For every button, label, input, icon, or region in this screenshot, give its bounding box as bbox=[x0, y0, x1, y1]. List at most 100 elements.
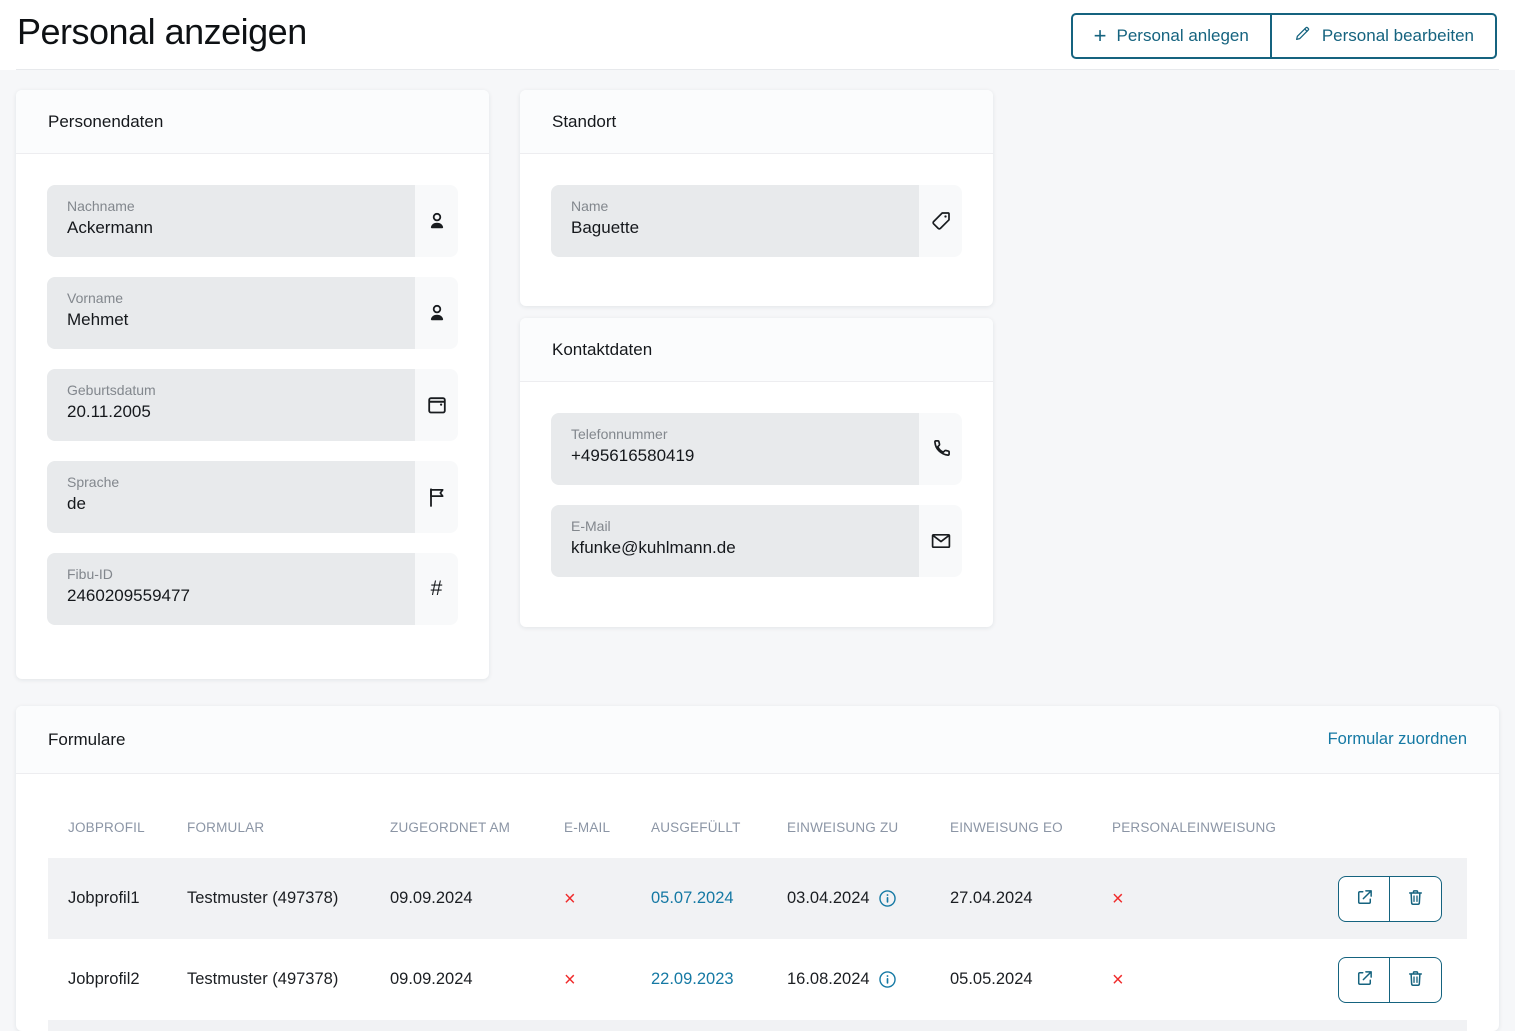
formulare-table-body: Jobprofil1 Testmuster (497378) 09.09.202… bbox=[16, 858, 1499, 1020]
cell-einweisung-zu: 16.08.2024 bbox=[767, 969, 930, 990]
cell-einweisung-zu: 03.04.2024 bbox=[767, 888, 930, 909]
tag-icon bbox=[919, 185, 962, 257]
cell-formular: Testmuster (497378) bbox=[187, 970, 339, 988]
field-fibu-id: Fibu-ID 2460209559477 # bbox=[47, 553, 458, 625]
standort-card-title: Standort bbox=[552, 111, 617, 131]
cell-actions bbox=[1315, 875, 1467, 922]
field-value: kfunke@kuhlmann.de bbox=[571, 538, 736, 557]
field-value: de bbox=[67, 494, 86, 513]
info-icon[interactable] bbox=[877, 888, 898, 909]
table-row: Jobprofil2 Testmuster (497378) 09.09.202… bbox=[48, 939, 1467, 1020]
field-value: 2460209559477 bbox=[67, 586, 190, 605]
field-label: Name bbox=[571, 198, 609, 214]
cell-ausgefuellt: 22.09.2023 bbox=[631, 970, 767, 989]
cell-ausgefuellt: 05.07.2024 bbox=[631, 889, 767, 908]
field-label: Fibu-ID bbox=[67, 566, 113, 582]
field-label: Vorname bbox=[67, 290, 124, 306]
topbar: Personal anzeigen + Personal anlegen Per… bbox=[0, 0, 1515, 70]
field-text: Vorname Mehmet bbox=[47, 277, 415, 349]
formular-zuordnen-link[interactable]: Formular zuordnen bbox=[1327, 730, 1467, 748]
ausgefuellt-date-link[interactable]: 22.09.2023 bbox=[651, 970, 734, 988]
field-label: Sprache bbox=[67, 474, 120, 490]
page-title: Personal anzeigen bbox=[17, 11, 307, 52]
field-value: Ackermann bbox=[67, 218, 153, 237]
column-header-zugeordnet-am: ZUGEORDNET AM bbox=[390, 820, 511, 835]
formulare-card-title: Formulare bbox=[48, 729, 126, 749]
cell-email-status: × bbox=[544, 970, 631, 990]
create-personal-button[interactable]: + Personal anlegen bbox=[1070, 13, 1272, 59]
column-header-ausgef-llt: AUSGEFÜLLT bbox=[651, 820, 741, 835]
field-text: Name Baguette bbox=[551, 185, 919, 257]
plus-icon: + bbox=[1093, 23, 1107, 48]
field-value: +495616580419 bbox=[571, 446, 695, 465]
personendaten-card: Personendaten Nachname Ackermann Vorname… bbox=[16, 90, 489, 679]
field-text: Sprache de bbox=[47, 461, 415, 533]
field-geburtsdatum: Geburtsdatum 20.11.2005 bbox=[47, 369, 458, 441]
field-value: 20.11.2005 bbox=[67, 402, 151, 421]
field-nachname: Nachname Ackermann bbox=[47, 185, 458, 257]
person-icon bbox=[415, 185, 458, 257]
header-button-group: + Personal anlegen Personal bearbeiten bbox=[1070, 13, 1497, 59]
formulare-card-header: Formulare Formular zuordnen bbox=[16, 706, 1499, 774]
table-row: Jobprofil1 Testmuster (497378) 09.09.202… bbox=[48, 858, 1467, 939]
delete-form-button[interactable] bbox=[1389, 956, 1442, 1003]
table-row bbox=[48, 1020, 1467, 1031]
column-header-personaleinweisung: PERSONALEINWEISUNG bbox=[1112, 820, 1277, 835]
field-e-mail: E-Mail kfunke@kuhlmann.de bbox=[551, 505, 962, 577]
standort-card: Standort Name Baguette bbox=[520, 90, 993, 306]
person-icon bbox=[415, 277, 458, 349]
cell-email-status: × bbox=[544, 889, 631, 909]
field-label: Geburtsdatum bbox=[67, 382, 156, 398]
flag-icon bbox=[415, 461, 458, 533]
standort-card-header: Standort bbox=[520, 90, 993, 154]
x-mark-icon: × bbox=[564, 887, 576, 910]
x-mark-icon: × bbox=[1112, 968, 1124, 991]
cell-jobprofil: Jobprofil2 bbox=[68, 970, 140, 988]
create-personal-button-label: Personal anlegen bbox=[1116, 26, 1249, 45]
field-text: Fibu-ID 2460209559477 bbox=[47, 553, 415, 625]
kontaktdaten-card-header: Kontaktdaten bbox=[520, 318, 993, 382]
column-header-einweisung-eo: EINWEISUNG EO bbox=[950, 820, 1063, 835]
delete-form-button[interactable] bbox=[1389, 875, 1442, 922]
field-label: Telefonnummer bbox=[571, 426, 668, 442]
field-text: Nachname Ackermann bbox=[47, 185, 415, 257]
field-text: Telefonnummer +495616580419 bbox=[551, 413, 919, 485]
phone-icon bbox=[919, 413, 962, 485]
cell-formular: Testmuster (497378) bbox=[187, 889, 339, 907]
field-name: Name Baguette bbox=[551, 185, 962, 257]
personendaten-card-body: Nachname Ackermann Vorname Mehmet Geburt… bbox=[16, 154, 489, 656]
open-form-button[interactable] bbox=[1337, 956, 1391, 1003]
field-value: Mehmet bbox=[67, 310, 129, 329]
kontaktdaten-card-title: Kontaktdaten bbox=[552, 339, 653, 359]
field-text: Geburtsdatum 20.11.2005 bbox=[47, 369, 415, 441]
edit-personal-button[interactable]: Personal bearbeiten bbox=[1269, 13, 1497, 59]
trash-icon bbox=[1405, 968, 1426, 992]
cell-zugeordnet-am: 09.09.2024 bbox=[390, 970, 473, 988]
open-external-icon bbox=[1354, 968, 1375, 992]
column-header-einweisung-zu: EINWEISUNG ZU bbox=[787, 820, 899, 835]
calendar-icon bbox=[415, 369, 458, 441]
x-mark-icon: × bbox=[1112, 887, 1124, 910]
standort-card-body: Name Baguette bbox=[520, 154, 993, 288]
envelope-icon bbox=[919, 505, 962, 577]
info-icon[interactable] bbox=[877, 969, 898, 990]
edit-personal-button-label: Personal bearbeiten bbox=[1321, 26, 1474, 45]
x-mark-icon: × bbox=[564, 968, 576, 991]
hash-icon: # bbox=[415, 553, 458, 625]
column-header-jobprofil: JOBPROFIL bbox=[68, 820, 145, 835]
header-divider bbox=[16, 69, 1499, 70]
open-form-button[interactable] bbox=[1337, 875, 1391, 922]
pencil-icon bbox=[1293, 24, 1312, 48]
column-header-e-mail: E-MAIL bbox=[564, 820, 611, 835]
ausgefuellt-date-link[interactable]: 05.07.2024 bbox=[651, 889, 734, 907]
open-external-icon bbox=[1354, 887, 1375, 911]
cell-jobprofil: Jobprofil1 bbox=[68, 889, 140, 907]
formulare-table-header: JOBPROFIL FORMULAR ZUGEORDNET AM E-MAIL AUSG… bbox=[48, 774, 1467, 858]
field-telefonnummer: Telefonnummer +495616580419 bbox=[551, 413, 962, 485]
formulare-card: Formulare Formular zuordnen JOBPROFIL FOR… bbox=[16, 706, 1499, 1031]
field-value: Baguette bbox=[571, 218, 640, 237]
field-label: E-Mail bbox=[571, 518, 611, 534]
field-text: E-Mail kfunke@kuhlmann.de bbox=[551, 505, 919, 577]
personendaten-card-header: Personendaten bbox=[16, 90, 489, 154]
field-vorname: Vorname Mehmet bbox=[47, 277, 458, 349]
